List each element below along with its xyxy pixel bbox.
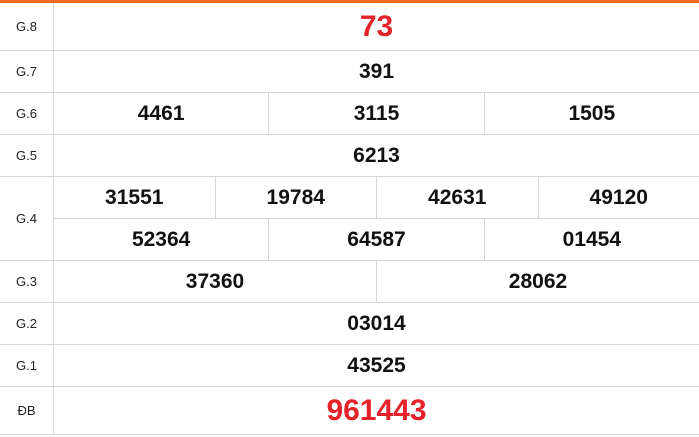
- winning-number: 01454: [483, 219, 699, 260]
- prize-row-g5: G.5 6213: [0, 135, 699, 177]
- winning-number: 6213: [353, 143, 400, 167]
- winning-number: 28062: [376, 261, 699, 302]
- prize-label: G.7: [0, 51, 54, 92]
- prize-numbers: 961443: [54, 387, 699, 434]
- number-line: 31551 19784 42631 49120: [54, 177, 699, 218]
- winning-number: 31551: [105, 185, 164, 209]
- number-line: 52364 64587 01454: [54, 218, 699, 260]
- prize-row-g3: G.3 37360 28062: [0, 261, 699, 303]
- prize-numbers: 4461 3115 1505: [54, 93, 699, 134]
- winning-number: 19784: [214, 177, 377, 218]
- prize-row-g2: G.2 03014: [0, 303, 699, 345]
- winning-number: 391: [358, 59, 395, 83]
- winning-number: 4461: [137, 101, 185, 125]
- winning-number: 52364: [131, 227, 191, 251]
- winning-number: 64587: [268, 219, 483, 260]
- prize-row-g1: G.1 43525: [0, 345, 699, 387]
- prize-row-đb: ĐB 961443: [0, 387, 699, 435]
- number-line: 961443: [54, 387, 699, 434]
- prize-label: G.3: [0, 261, 54, 302]
- prize-label: G.8: [0, 3, 54, 50]
- winning-number: 43525: [347, 353, 406, 377]
- winning-number: 3115: [268, 93, 483, 134]
- number-line: 391: [54, 51, 699, 92]
- prize-numbers: 43525: [54, 345, 699, 386]
- winning-number: 961443: [326, 393, 427, 427]
- prize-numbers: 03014: [54, 303, 699, 344]
- prize-label: ĐB: [0, 387, 54, 434]
- number-line: 6213: [54, 135, 699, 176]
- prize-numbers: 391: [54, 51, 699, 92]
- number-line: 4461 3115 1505: [54, 93, 699, 134]
- prize-numbers: 31551 19784 42631 49120 52364 64587 01454: [54, 177, 699, 260]
- prize-row-g8: G.8 73: [0, 3, 699, 51]
- number-line: 43525: [54, 345, 699, 386]
- winning-number: 1505: [483, 93, 699, 134]
- prize-label: G.2: [0, 303, 54, 344]
- prize-numbers: 73: [54, 3, 699, 50]
- prize-label: G.4: [0, 177, 54, 260]
- winning-number: 49120: [537, 177, 699, 218]
- prize-row-g7: G.7 391: [0, 51, 699, 93]
- prize-numbers: 37360 28062: [54, 261, 699, 302]
- prize-label: G.6: [0, 93, 54, 134]
- prize-label: G.5: [0, 135, 54, 176]
- number-line: 03014: [54, 303, 699, 344]
- number-line: 73: [54, 3, 699, 50]
- prize-label: G.1: [0, 345, 54, 386]
- winning-number: 42631: [376, 177, 538, 218]
- prize-numbers: 6213: [54, 135, 699, 176]
- winning-number: 73: [359, 9, 394, 43]
- winning-number: 37360: [185, 269, 245, 293]
- number-line: 37360 28062: [54, 261, 699, 302]
- prize-row-g4: G.4 31551 19784 42631 49120 52364 64587 01454: [0, 177, 699, 261]
- winning-number: 03014: [347, 311, 406, 335]
- prize-row-g6: G.6 4461 3115 1505: [0, 93, 699, 135]
